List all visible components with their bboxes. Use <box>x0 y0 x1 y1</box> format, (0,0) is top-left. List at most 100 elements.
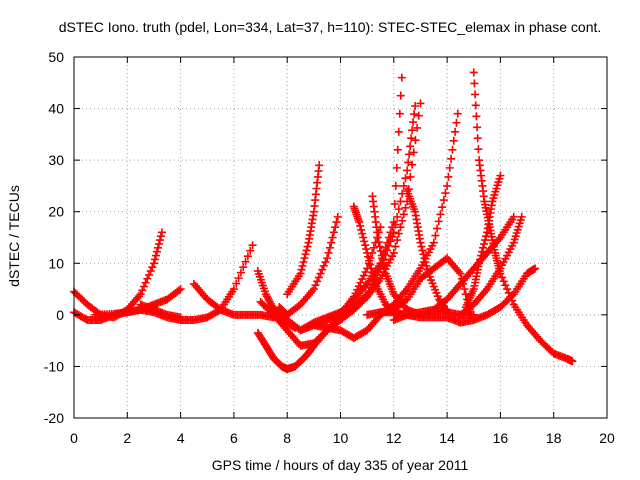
data-series-4 <box>136 300 185 322</box>
data-point <box>456 269 465 278</box>
data-point <box>333 212 342 221</box>
chart-title: dSTEC Iono. truth (pdel, Lon=334, Lat=37… <box>59 19 602 35</box>
data-point <box>397 73 406 82</box>
data-point <box>411 101 420 110</box>
data-point <box>499 277 508 286</box>
data-point <box>393 236 402 245</box>
data-point <box>399 181 408 190</box>
data-point <box>501 281 510 290</box>
data-series-9 <box>269 73 406 335</box>
data-point <box>299 257 308 266</box>
data-point <box>479 243 488 252</box>
data-point <box>413 123 422 132</box>
data-point <box>445 163 454 172</box>
data-point <box>327 238 336 247</box>
data-point <box>368 268 377 277</box>
data-point <box>408 126 417 135</box>
data-point <box>143 274 152 283</box>
data-point <box>303 242 312 251</box>
data-point <box>356 221 365 230</box>
data-point <box>498 273 507 282</box>
data-point <box>369 272 378 281</box>
data-point <box>438 203 447 212</box>
data-point <box>406 142 415 151</box>
data-point <box>176 285 185 294</box>
data-point <box>396 91 405 100</box>
data-point <box>157 228 166 237</box>
data-point <box>394 127 403 136</box>
data-point <box>311 281 320 290</box>
data-point <box>248 241 257 250</box>
data-point <box>241 257 250 266</box>
data-series-10 <box>275 212 342 319</box>
y-tick-label: 30 <box>48 152 64 168</box>
data-point <box>360 237 369 246</box>
data-point <box>153 243 162 252</box>
data-series-19 <box>389 264 540 327</box>
data-point <box>439 196 448 205</box>
data-point <box>154 239 163 248</box>
data-point <box>155 236 164 245</box>
data-point <box>436 210 445 219</box>
data-point <box>300 254 309 263</box>
data-point <box>331 223 340 232</box>
x-tick-label: 8 <box>283 430 291 446</box>
data-point <box>321 257 330 266</box>
data-point <box>373 233 382 242</box>
data-point <box>376 247 385 256</box>
data-point <box>478 247 487 256</box>
data-point <box>406 172 415 181</box>
y-tick-label: 0 <box>56 307 64 323</box>
x-tick-label: 18 <box>546 430 562 446</box>
data-point <box>398 216 407 225</box>
data-point <box>480 239 489 248</box>
data-point <box>302 246 311 255</box>
data-point <box>239 263 248 272</box>
data-point <box>232 279 241 288</box>
data-series-5 <box>189 279 278 322</box>
data-point <box>301 250 310 259</box>
y-axis-label: dSTEC / TECUs <box>6 185 22 287</box>
data-point <box>309 285 318 294</box>
data-point <box>369 243 378 252</box>
data-point <box>377 251 386 260</box>
data-point <box>411 136 420 145</box>
grid-lines <box>74 57 607 418</box>
data-point <box>420 254 429 263</box>
data-point <box>393 212 402 221</box>
data-point <box>384 241 393 250</box>
x-axis-label: GPS time / hours of day 335 of year 2011 <box>212 457 469 473</box>
data-point <box>386 237 395 246</box>
data-point <box>176 313 185 322</box>
x-tick-label: 12 <box>386 430 402 446</box>
data-point <box>378 256 387 265</box>
data-point <box>149 259 158 268</box>
data-point <box>394 205 403 214</box>
data-point <box>324 248 333 257</box>
data-point <box>366 260 375 269</box>
data-point <box>136 290 145 299</box>
data-point <box>390 199 399 208</box>
data-point <box>443 181 452 190</box>
x-tick-label: 10 <box>333 430 349 446</box>
data-point <box>358 229 367 238</box>
data-point <box>141 278 150 287</box>
data-point <box>473 123 482 132</box>
data-point <box>441 189 450 198</box>
data-point <box>297 265 306 274</box>
data-point <box>433 224 442 233</box>
data-point <box>444 172 453 181</box>
y-tick-label: 20 <box>48 204 64 220</box>
data-point <box>417 242 426 251</box>
data-point <box>447 154 456 163</box>
data-point <box>364 252 373 261</box>
data-point <box>296 269 305 278</box>
data-point <box>409 118 418 127</box>
data-point <box>332 218 341 227</box>
data-point <box>472 112 481 121</box>
data-point <box>318 265 327 274</box>
data-point <box>325 243 334 252</box>
data-point <box>243 252 252 261</box>
data-point <box>459 279 468 288</box>
